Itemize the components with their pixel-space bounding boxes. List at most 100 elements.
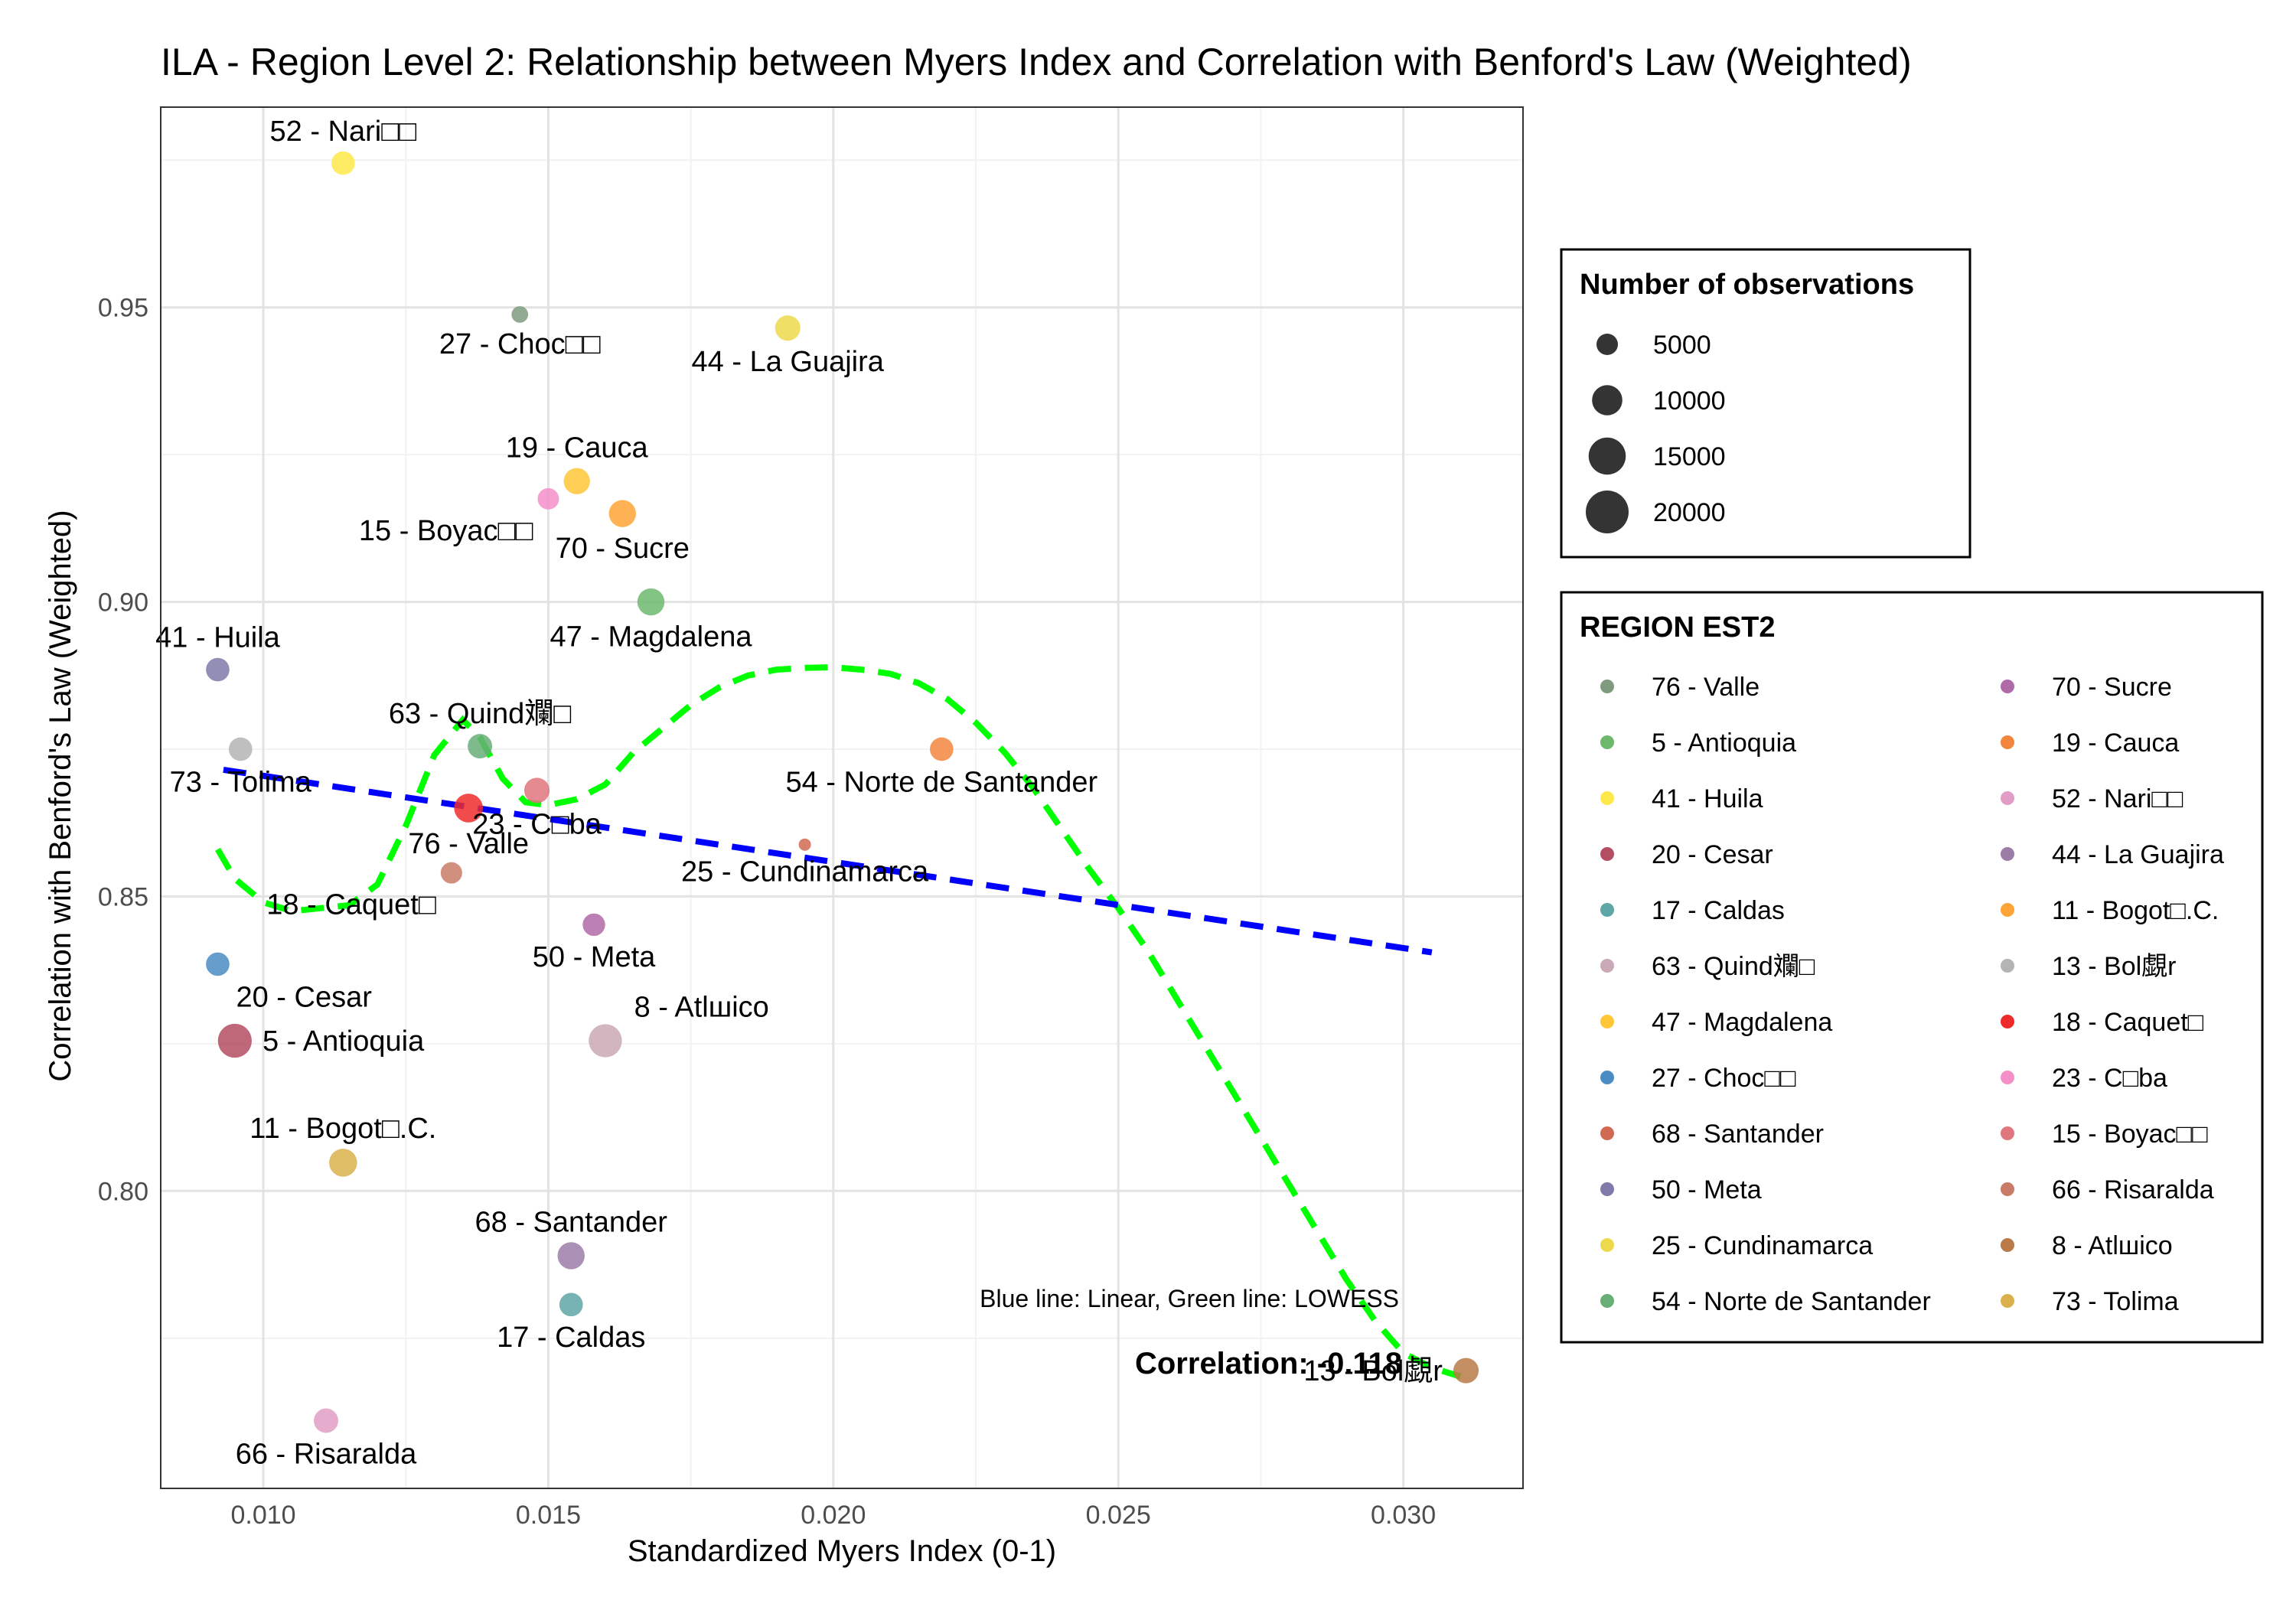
- data-point: [440, 862, 462, 884]
- color-legend-label: 11 - Bogot□.C.: [2052, 896, 2219, 925]
- color-legend-label: 68 - Santander: [1652, 1120, 1824, 1149]
- color-legend-symbol: [2001, 903, 2014, 917]
- fit-note: Blue line: Linear, Green line: LOWESS: [980, 1285, 1399, 1312]
- data-point: [559, 1292, 583, 1317]
- data-points: [206, 151, 1479, 1433]
- point-label: 47 - Magdalena: [550, 621, 752, 653]
- color-legend-label: 44 - La Guajira: [2052, 840, 2224, 869]
- linear-fit-line: [223, 766, 1433, 956]
- y-tick-label: 0.80: [98, 1177, 148, 1206]
- color-legend-symbol: [1600, 735, 1614, 749]
- point-label: 68 - Santander: [475, 1206, 668, 1238]
- color-legend-symbol: [1600, 1071, 1614, 1084]
- color-legend-symbol: [2001, 1238, 2014, 1252]
- correlation-annotation: Correlation: -0.118: [1135, 1347, 1402, 1380]
- size-legend-label: 5000: [1653, 331, 1711, 360]
- color-legend-label: 76 - Valle: [1652, 673, 1760, 702]
- data-point: [537, 487, 559, 510]
- color-legend: REGION EST2 76 - Valle 5 - Antioquia 41 -…: [1560, 591, 2264, 1344]
- point-label: 66 - Risaralda: [236, 1438, 417, 1470]
- color-legend-symbol: [2001, 1126, 2014, 1140]
- data-point: [454, 794, 483, 823]
- data-point: [206, 657, 230, 682]
- x-axis-title: Standardized Myers Index (0-1): [628, 1534, 1056, 1568]
- y-tick-label: 0.95: [98, 294, 148, 323]
- size-legend-symbol: [1592, 385, 1623, 416]
- data-point: [206, 952, 230, 976]
- color-legend-label: 19 - Cauca: [2052, 729, 2179, 758]
- data-point: [582, 913, 605, 937]
- color-legend-symbol: [1600, 1182, 1614, 1196]
- color-legend-symbol: [2001, 1182, 2014, 1196]
- data-point: [775, 315, 801, 341]
- color-legend-symbol: [1600, 1126, 1614, 1140]
- x-tick-label: 0.025: [1086, 1501, 1151, 1530]
- size-legend: Number of observations 5000 10000 15000 200…: [1560, 248, 1971, 559]
- point-label: 25 - Cundinamarca: [681, 856, 929, 888]
- color-legend-label: 5 - Antioquia: [1652, 729, 1796, 758]
- data-point: [608, 500, 636, 527]
- color-legend-symbol: [2001, 791, 2014, 805]
- color-legend-symbol: [1600, 1294, 1614, 1308]
- color-legend-label: 73 - Tolima: [2052, 1287, 2179, 1316]
- data-point: [637, 588, 665, 616]
- data-point: [557, 1242, 585, 1270]
- x-tick-label: 0.020: [801, 1501, 866, 1530]
- color-legend-label: 18 - Caquet□: [2052, 1008, 2204, 1037]
- y-tick-label: 0.85: [98, 882, 148, 911]
- point-label: 17 - Caldas: [497, 1322, 645, 1354]
- color-legend-symbol: [1600, 847, 1614, 861]
- lowess-curve: [215, 663, 1462, 1380]
- data-point: [228, 737, 253, 761]
- color-legend-symbol: [1600, 959, 1614, 973]
- color-legend-label: 50 - Meta: [1652, 1175, 1762, 1204]
- color-legend-label: 20 - Cesar: [1652, 840, 1773, 869]
- size-legend-label: 15000: [1653, 442, 1726, 471]
- color-legend-symbol: [2001, 1015, 2014, 1028]
- point-label: 19 - Cauca: [506, 432, 649, 464]
- point-labels: 52 - Nari□□ 27 - Choc□□ 44 - La Guajira 19 …: [155, 116, 1443, 1471]
- point-label: 15 - Boyac□□: [359, 515, 533, 547]
- color-legend-title: REGION EST2: [1580, 611, 1776, 644]
- minor-gridlines: [161, 107, 1523, 1488]
- size-legend-symbol: [1588, 437, 1626, 475]
- point-label: 76 - Valle: [408, 828, 529, 860]
- data-point: [329, 1149, 357, 1177]
- color-legend-symbol: [1600, 903, 1614, 917]
- point-label: 63 - Quind斕□: [389, 698, 571, 730]
- color-legend-label: 8 - Atlшico: [2052, 1231, 2173, 1260]
- color-legend-label: 47 - Magdalena: [1652, 1008, 1832, 1037]
- point-label: 70 - Sucre: [556, 533, 690, 565]
- y-axis-ticks: 0.80 0.85 0.90 0.95: [98, 294, 148, 1207]
- color-legend-symbol: [1600, 1015, 1614, 1028]
- color-legend-label: 63 - Quind斕□: [1652, 952, 1815, 981]
- color-legend-symbol: [2001, 1071, 2014, 1084]
- y-axis-title: Correlation with Benford's Law (Weighted…: [44, 510, 77, 1081]
- point-label: 54 - Norte de Santander: [785, 766, 1097, 798]
- data-point: [217, 1023, 252, 1058]
- color-legend-symbol: [2001, 959, 2014, 973]
- point-label: 11 - Bogot□.C.: [249, 1113, 436, 1145]
- data-point: [468, 734, 493, 759]
- point-label: 73 - Tolima: [170, 766, 312, 798]
- point-label: 52 - Nari□□: [270, 116, 417, 148]
- point-label: 50 - Meta: [533, 941, 656, 973]
- size-legend-box: [1560, 248, 1971, 559]
- size-legend-symbol: [1596, 334, 1618, 355]
- data-point: [1453, 1358, 1479, 1384]
- color-legend-label: 23 - C□ba: [2052, 1064, 2167, 1093]
- color-legend-label: 54 - Norte de Santander: [1652, 1287, 1931, 1316]
- color-legend-label: 27 - Choc□□: [1652, 1064, 1796, 1093]
- color-legend-symbol: [2001, 680, 2014, 693]
- color-legend-label: 70 - Sucre: [2052, 673, 2172, 702]
- data-point: [331, 151, 355, 175]
- data-point: [523, 777, 550, 804]
- x-tick-label: 0.030: [1371, 1501, 1436, 1530]
- x-axis-ticks: 0.010 0.015 0.020 0.025 0.030: [231, 1501, 1437, 1530]
- point-label: 18 - Caquet□: [266, 889, 436, 921]
- color-legend-label: 52 - Nari□□: [2052, 784, 2183, 813]
- color-legend-label: 41 - Huila: [1652, 784, 1763, 813]
- color-legend-symbol: [1600, 791, 1614, 805]
- color-legend-label: 13 - Bol覷r: [2052, 952, 2177, 981]
- color-legend-label: 15 - Boyac□□: [2052, 1120, 2208, 1149]
